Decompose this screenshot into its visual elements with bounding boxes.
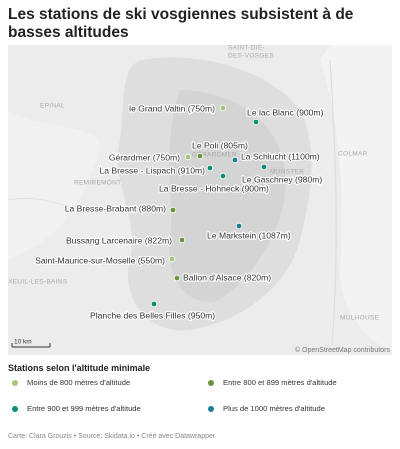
station-label: Le Markstein (1087m): [207, 230, 291, 240]
legend-swatch: [208, 379, 214, 386]
station-label: Bussang Larcenaire (822m): [66, 235, 172, 245]
station-label: Ballon d'Alsace (820m): [183, 272, 271, 282]
station-dot: [178, 236, 186, 244]
footer: Carte: Clara Grouzis • Source: Skidata.i…: [8, 433, 216, 440]
station-dot: [196, 152, 204, 160]
legend-label: Entre 900 et 999 mètres d'altitude: [27, 404, 141, 413]
station-dot: [173, 274, 181, 282]
station-label: le Grand Valtin (750m): [129, 103, 215, 113]
station-label: La Bresse-Brabant (880m): [65, 203, 166, 213]
station-label: Planche des Belles Filles (950m): [90, 310, 215, 320]
place-name: MULHOUSE: [340, 315, 380, 322]
station-dot: [168, 255, 176, 263]
station-dot: [150, 300, 158, 308]
station-label: Saint-Maurice-sur-Moselle (550m): [35, 255, 165, 265]
station-dot: [260, 163, 268, 171]
legend-item: Plus de 1000 mètres d'altitude: [204, 404, 325, 413]
place-name: DES-VOSGES: [228, 53, 274, 60]
station-dot: [169, 206, 177, 214]
legend-item: Entre 800 et 899 mètres d'altitude: [204, 378, 337, 387]
station-dot: [206, 164, 214, 172]
legend-item: Moins de 800 mètres d'altitude: [8, 378, 130, 387]
station-dot: [219, 104, 227, 112]
legend-item: Entre 900 et 999 mètres d'altitude: [8, 404, 141, 413]
place-name: COLMAR: [338, 151, 368, 158]
legend-label: Entre 800 et 899 mètres d'altitude: [223, 378, 337, 387]
legend-label: Moins de 800 mètres d'altitude: [27, 378, 131, 387]
title: Les stations de ski vosgiennes subsisten…: [8, 6, 354, 41]
place-name: SAINT-DIÉ-: [228, 43, 265, 52]
legend-label: Plus de 1000 mètres d'altitude: [223, 404, 325, 413]
place-name: MUNSTER: [270, 169, 304, 176]
legend-swatch: [12, 405, 18, 412]
station-label: La Bresse - Lispach (910m): [99, 165, 205, 175]
station-label: Le lac Blanc (900m): [247, 107, 324, 117]
station-label: Le Gaschney (980m): [242, 174, 322, 184]
station-label: Le Poli (805m): [192, 140, 248, 150]
station-label: La Bresse - Hohneck (900m): [159, 183, 269, 193]
legend-swatch: [12, 379, 18, 386]
station-dot: [219, 172, 227, 180]
scale-label: 10 km: [14, 339, 32, 346]
place-name: GÉRARDMER: [192, 150, 237, 159]
station-label: La Schlucht (1100m): [241, 151, 320, 161]
place-name: REMIREMONT: [74, 180, 121, 187]
scale-bar: 10 km: [11, 339, 51, 348]
station-dot: [184, 153, 192, 161]
station-dot: [235, 222, 243, 230]
station-dot: [231, 156, 239, 164]
legend-title: Stations selon l'altitude minimale: [8, 363, 151, 373]
map-background: [8, 45, 392, 355]
station-dot: [252, 118, 260, 126]
place-name: XEUIL-LES-BAINS: [8, 279, 68, 286]
attribution: © OpenStreetMap contributors: [295, 346, 391, 354]
legend-swatch: [208, 405, 214, 412]
place-name: EPINAL: [40, 103, 65, 110]
station-label: Gérardmer (750m): [109, 152, 180, 162]
